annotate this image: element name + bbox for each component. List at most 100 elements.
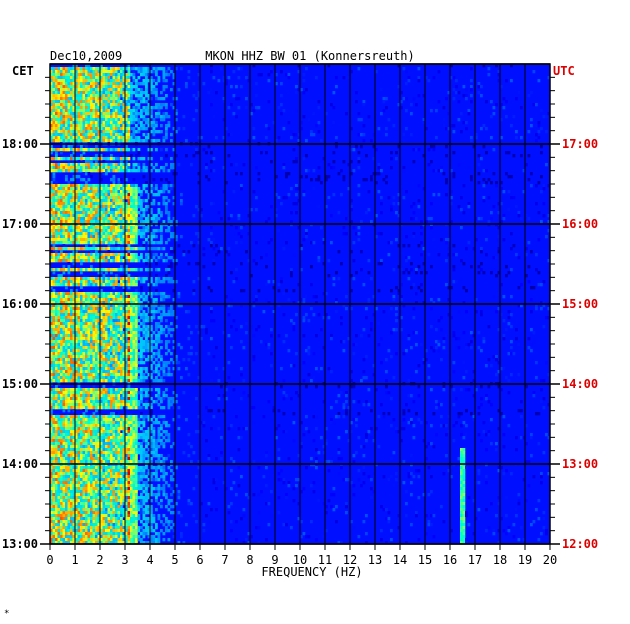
spectrogram-cell: [122, 85, 126, 89]
spectrogram-cell: [230, 325, 233, 329]
spectrogram-cell: [115, 115, 118, 119]
spectrogram-cell: [115, 319, 118, 323]
spectrogram-cell: [437, 100, 441, 104]
spectrogram-cell: [120, 307, 123, 311]
spectrogram-cell: [70, 238, 73, 242]
spectrogram-cell: [95, 343, 98, 347]
spectrogram-cell: [437, 253, 441, 257]
spectrogram-cell: [507, 316, 511, 320]
spectrogram-cell: [112, 163, 116, 167]
spectrogram-cell: [105, 217, 108, 221]
spectrogram-cell: [67, 361, 71, 365]
spectrogram-cell: [122, 349, 126, 353]
spectrogram-cell: [125, 214, 128, 218]
spectrogram-cell: [445, 259, 448, 263]
spectrogram-cell: [152, 133, 156, 137]
spectrogram-cell: [145, 337, 148, 341]
spectrogram-cell: [157, 106, 161, 110]
spectrogram-cell: [165, 127, 168, 131]
spectrogram-cell: [90, 328, 93, 332]
spectrogram-cell: [105, 127, 108, 131]
spectrogram-cell: [72, 196, 76, 200]
spectrogram-cell: [135, 88, 138, 92]
spectrogram-cell: [57, 82, 61, 86]
spectrogram-cell: [67, 304, 71, 308]
spectrogram-cell: [245, 76, 248, 80]
spectrogram-cell: [532, 340, 536, 344]
spectrogram-cell: [62, 106, 66, 110]
spectrogram-cell: [70, 307, 73, 311]
spectrogram-cell: [80, 340, 83, 344]
spectrogram-cell: [127, 187, 131, 191]
spectrogram-cell: [52, 91, 56, 95]
spectrogram-cell: [145, 238, 148, 242]
spectrogram-cell: [167, 307, 171, 311]
spectrogram-cell: [122, 163, 126, 167]
spectrogram-cell: [95, 127, 98, 131]
spectrogram-cell: [142, 97, 146, 101]
spectrogram-cell: [245, 97, 248, 101]
spectrogram-cell: [97, 340, 101, 344]
spectrogram-cell: [495, 181, 498, 185]
spectrogram-cell: [140, 139, 143, 143]
spectrogram-cell: [82, 283, 86, 287]
spectrogram-cell: [102, 346, 106, 350]
spectrogram-cell: [397, 316, 401, 320]
spectrogram-cell: [152, 304, 156, 308]
spectrogram-cell: [452, 175, 456, 179]
spectrogram-cell: [147, 193, 151, 197]
spectrogram-cell: [160, 106, 163, 110]
spectrogram-cell: [87, 160, 91, 164]
spectrogram-cell: [140, 112, 143, 116]
spectrogram-cell: [50, 205, 53, 209]
spectrogram-cell: [250, 259, 253, 263]
spectrogram-cell: [117, 202, 121, 206]
spectrogram-cell: [127, 115, 131, 119]
spectrogram-cell: [407, 79, 411, 83]
spectrogram-cell: [337, 277, 341, 281]
spectrogram-cell: [142, 295, 146, 299]
spectrogram-cell: [117, 328, 121, 332]
spectrogram-cell: [95, 253, 98, 257]
spectrogram-cell: [137, 139, 141, 143]
spectrogram-cell: [462, 331, 466, 335]
spectrogram-cell: [222, 190, 226, 194]
spectrogram-cell: [165, 313, 168, 317]
spectrogram-cell: [495, 355, 498, 359]
spectrogram-cell: [112, 259, 116, 263]
spectrogram-cell: [337, 172, 341, 176]
spectrogram-cell: [82, 91, 86, 95]
spectrogram-cell: [107, 316, 111, 320]
spectrogram-cell: [117, 304, 121, 308]
spectrogram-cell: [237, 217, 241, 221]
spectrogram-cell: [162, 304, 166, 308]
spectrogram-cell: [115, 253, 118, 257]
spectrogram-cell: [265, 136, 268, 140]
spectrogram-cell: [157, 256, 161, 260]
spectrogram-cell: [125, 145, 128, 149]
spectrogram-cell: [132, 205, 136, 209]
spectrogram-cell: [52, 103, 56, 107]
spectrogram-cell: [412, 316, 416, 320]
spectrogram-cell: [95, 349, 98, 353]
spectrogram-cell: [135, 283, 138, 287]
spectrogram-cell: [367, 115, 371, 119]
spectrogram-cell: [82, 85, 86, 89]
spectrogram-cell: [127, 325, 131, 329]
spectrogram-cell: [387, 196, 391, 200]
spectrogram-cell: [57, 349, 61, 353]
spectrogram-cell: [240, 187, 243, 191]
spectrogram-cell: [130, 136, 133, 140]
spectrogram-cell: [167, 184, 171, 188]
spectrogram-cell: [402, 196, 406, 200]
spectrogram-cell: [415, 268, 418, 272]
spectrogram-cell: [130, 295, 133, 299]
spectrogram-cell: [267, 346, 271, 350]
spectrogram-cell: [65, 346, 68, 350]
spectrogram-cell: [55, 256, 58, 260]
spectrogram-cell: [140, 127, 143, 131]
spectrogram-cell: [147, 103, 151, 107]
spectrogram-cell: [92, 250, 96, 254]
spectrogram-cell: [112, 103, 116, 107]
spectrogram-cell: [237, 232, 241, 236]
